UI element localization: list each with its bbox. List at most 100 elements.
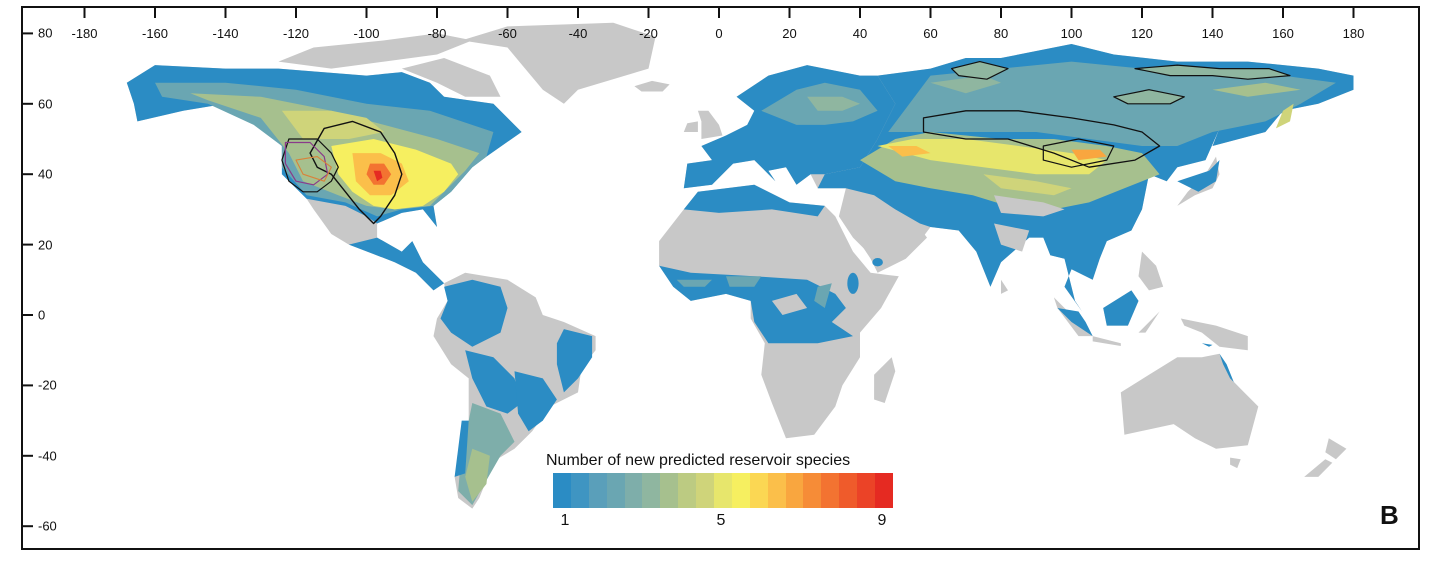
- legend-swatch: [821, 473, 840, 508]
- ne-siberia-mid: [1212, 82, 1301, 97]
- sa-north: [440, 279, 508, 347]
- sumatra-blue: [1057, 308, 1093, 337]
- yemen-patch: [872, 257, 883, 267]
- mongolia-outline: [1042, 138, 1115, 168]
- java: [1092, 336, 1121, 346]
- japan: [1177, 156, 1220, 206]
- panel-label: B: [1380, 500, 1399, 530]
- na-plains-core: [373, 170, 383, 182]
- yakutia-outline: [1113, 89, 1185, 105]
- ireland: [683, 121, 698, 132]
- x-tick-label: -80: [427, 26, 447, 41]
- mongolia-orange: [1071, 149, 1107, 161]
- arctic-archipelago: [278, 33, 473, 69]
- na-west-outline-black: [281, 138, 339, 193]
- na-central-outline: [309, 120, 403, 225]
- sri-lanka: [1001, 279, 1008, 294]
- y-tick-label: -40: [38, 448, 57, 464]
- baffin-island: [401, 58, 501, 97]
- x-tick-label: 180: [1342, 26, 1365, 41]
- legend-swatch: [767, 473, 786, 508]
- range-outlines: [281, 60, 1291, 225]
- kazakh-orange: [888, 146, 931, 157]
- australia-queensland-coast: [1219, 353, 1241, 389]
- x-tick-label: 80: [993, 26, 1009, 41]
- legend-swatch: [714, 473, 732, 508]
- legend-swatch: [588, 473, 607, 508]
- x-tick-label: 0: [715, 26, 723, 41]
- north-africa-coast: [683, 184, 825, 217]
- arabia: [842, 202, 927, 273]
- sahel-low-mid-3: [814, 283, 832, 308]
- x-tick-label: 140: [1201, 26, 1224, 41]
- west-siberia-mid: [930, 75, 1001, 94]
- legend-swatch: [570, 473, 589, 508]
- axis-ticks: [22, 8, 1355, 528]
- legend-swatch: [696, 473, 715, 508]
- y-tick-label: 60: [38, 96, 53, 112]
- y-tick-label: 20: [38, 237, 53, 253]
- y-tick-label: 40: [38, 166, 53, 182]
- yamal-outline: [950, 60, 1009, 80]
- legend-swatch: [731, 473, 750, 508]
- congo-gap: [771, 293, 808, 315]
- sumatra: [1053, 297, 1093, 337]
- sa-patagonia: [465, 448, 490, 502]
- legend-color-bar: [553, 473, 893, 508]
- australia: [1120, 353, 1259, 449]
- sa-chile: [454, 420, 469, 477]
- y-tick-label: -60: [38, 518, 57, 534]
- x-tick-label: 100: [1060, 26, 1083, 41]
- sa-bolivia: [465, 350, 522, 414]
- legend-title: Number of new predicted reservoir specie…: [546, 452, 851, 469]
- new-guinea: [1180, 318, 1248, 351]
- legend-swatch: [553, 473, 571, 508]
- x-tick-label: -120: [282, 26, 310, 41]
- legend-swatch: [606, 473, 625, 508]
- tibet-north-yellow: [983, 174, 1072, 196]
- legend-swatch: [839, 473, 858, 508]
- x-tick-label: 60: [923, 26, 938, 41]
- sa-parana: [514, 371, 557, 432]
- na-west-outline-orange: [295, 156, 332, 182]
- new-zealand-south: [1304, 459, 1333, 477]
- sahel-belt: [659, 265, 853, 344]
- philippines: [1138, 251, 1164, 291]
- legend-swatch: [749, 473, 768, 508]
- reservoir-heat-layer: [126, 44, 1354, 506]
- sahel-low-mid-2: [726, 276, 762, 287]
- legend-swatch: [642, 473, 661, 508]
- new-zealand-north: [1325, 438, 1347, 460]
- na-canada-yellow: [281, 110, 385, 139]
- central-asia-outline: [922, 110, 1161, 168]
- x-tick-label: -100: [353, 26, 380, 41]
- y-tick-label: 80: [38, 25, 53, 41]
- x-tick-label: -180: [71, 26, 98, 41]
- india-gap: [994, 223, 1030, 252]
- iceland: [634, 80, 670, 92]
- x-tick-label: -40: [568, 26, 588, 41]
- sulawesi: [1138, 311, 1160, 333]
- x-tick-label: 160: [1272, 26, 1294, 41]
- new-guinea-patch: [1201, 343, 1213, 347]
- x-tick-label: 40: [852, 26, 868, 41]
- plot-frame: [21, 6, 1420, 550]
- madagascar: [874, 357, 896, 403]
- great-britain: [697, 110, 723, 139]
- x-tick-label: 120: [1131, 26, 1153, 41]
- y-tick-label: 0: [38, 307, 46, 323]
- legend-swatch: [678, 473, 697, 508]
- tasmania: [1230, 457, 1241, 469]
- ethiopia-patch: [847, 272, 859, 294]
- x-tick-label: -140: [212, 26, 239, 41]
- x-tick-label: -60: [498, 26, 517, 41]
- tibet-gap: [994, 195, 1065, 217]
- legend-max-label: 9: [877, 512, 887, 529]
- europe-mid: [807, 96, 860, 111]
- greenland: [461, 22, 656, 104]
- legend-min-label: 1: [560, 512, 570, 529]
- central-asia-yellow: [877, 139, 1107, 175]
- central-america: [348, 237, 445, 291]
